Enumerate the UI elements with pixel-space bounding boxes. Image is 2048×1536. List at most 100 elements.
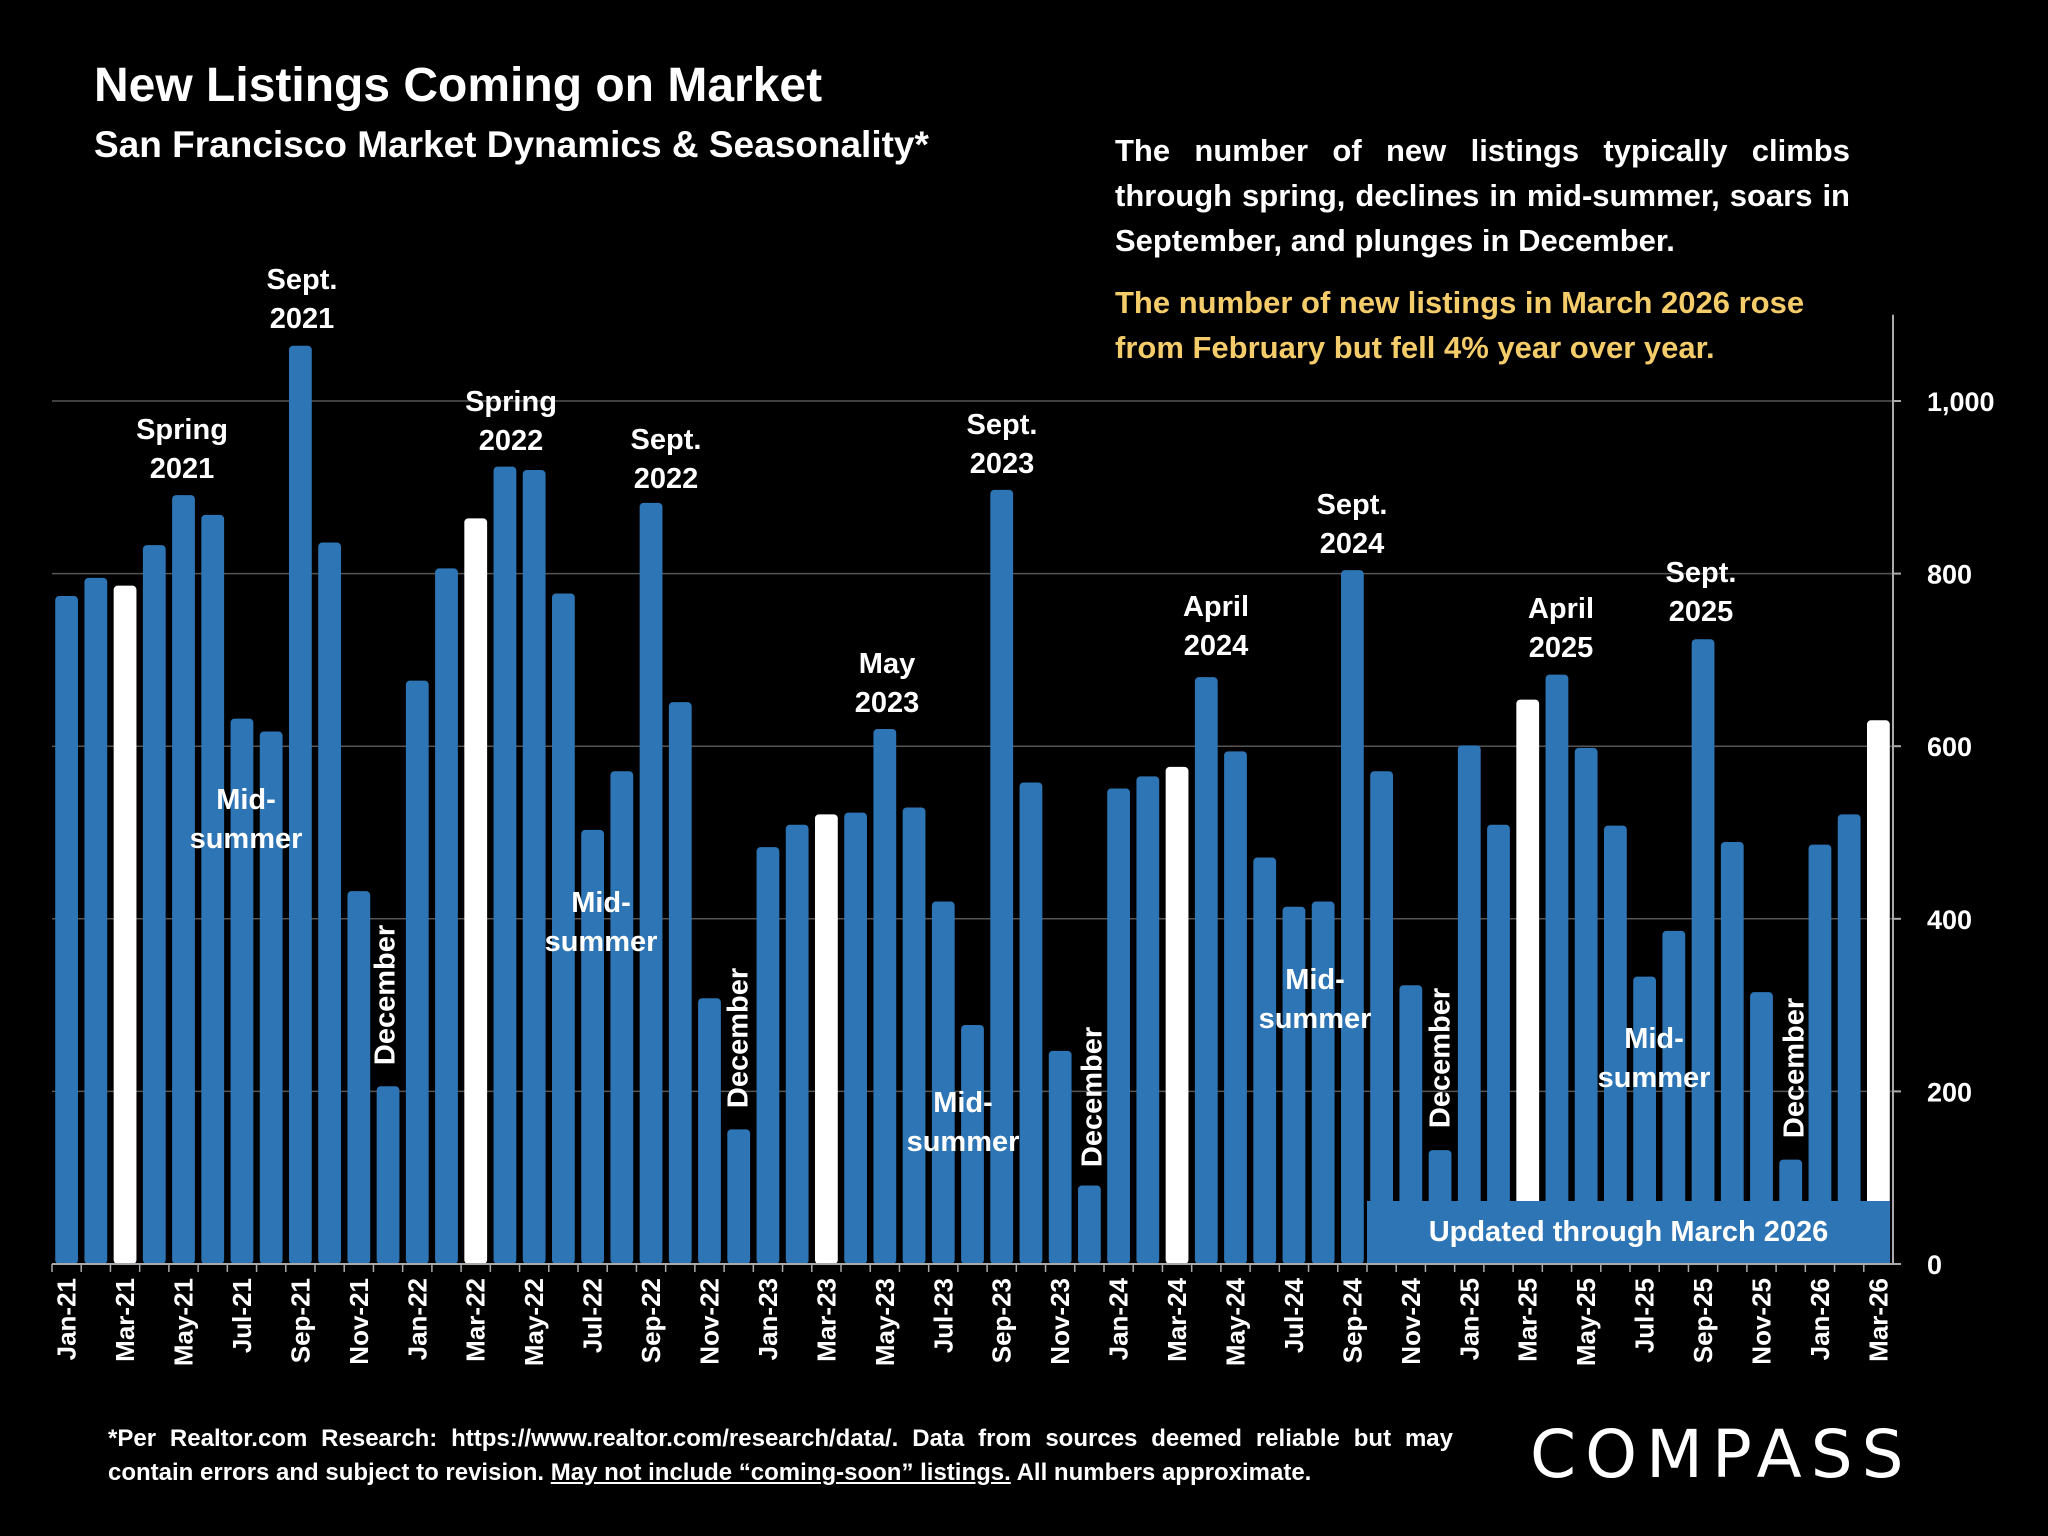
bar-Sep-24 xyxy=(1340,570,1364,1264)
annotation-line: 2024 xyxy=(1319,528,1385,560)
annotation-line: summer xyxy=(906,1126,1020,1158)
x-tick-label: Jan-26 xyxy=(1805,1278,1835,1360)
annotation-label: April 2025 xyxy=(1528,590,1594,668)
annotation-line: Spring xyxy=(136,414,228,446)
x-tick-label: Mar-24 xyxy=(1162,1277,1192,1361)
bar-Feb-22 xyxy=(435,568,458,1264)
y-tick-label: 800 xyxy=(1927,560,1972,590)
annotation-line: December xyxy=(722,967,755,1109)
bar-Aug-23 xyxy=(961,1024,984,1264)
bar-Apr-23 xyxy=(844,812,868,1264)
bar-May-22 xyxy=(522,470,546,1264)
annotation-label: April 2024 xyxy=(1183,588,1249,666)
bar-Jul-23 xyxy=(931,901,955,1264)
bar-May-23 xyxy=(873,728,897,1264)
bar-Nov-24 xyxy=(1399,985,1423,1264)
y-tick-label: 0 xyxy=(1927,1250,1942,1280)
annotation-label: Mid-summer xyxy=(1259,961,1372,1039)
bar-Jul-21 xyxy=(230,718,254,1264)
x-tick-label: Nov-21 xyxy=(344,1278,374,1365)
annotation-line: Mid- xyxy=(933,1087,993,1119)
x-tick-label: Sep-23 xyxy=(987,1278,1017,1363)
bar-Dec-21 xyxy=(376,1086,400,1264)
bar-Jun-21 xyxy=(201,514,225,1264)
bar-Mar-25 xyxy=(1516,699,1540,1264)
bar-Apr-22 xyxy=(493,466,517,1264)
bar-Feb-26 xyxy=(1837,814,1861,1264)
x-tick-label: Jan-23 xyxy=(753,1278,783,1360)
x-tick-label: Sep-24 xyxy=(1337,1277,1367,1363)
y-tick-label: 400 xyxy=(1927,905,1972,935)
bar-Sep-21 xyxy=(288,345,312,1264)
bar-Mar-22 xyxy=(464,518,488,1264)
annotation-line: 2023 xyxy=(969,448,1035,480)
annotation-label: Mid-summer xyxy=(1598,1020,1711,1098)
y-tick-label: 600 xyxy=(1927,732,1972,762)
highlight-text: The number of new listings in March 2026… xyxy=(1115,285,1805,365)
bar-Oct-25 xyxy=(1720,841,1744,1264)
bar-Oct-22 xyxy=(668,702,692,1264)
bar-Aug-25 xyxy=(1662,930,1686,1264)
chart-subtitle: San Francisco Market Dynamics & Seasonal… xyxy=(94,124,929,165)
x-tick-label: May-23 xyxy=(870,1278,900,1366)
annotation-label: Sept. 2024 xyxy=(1317,486,1388,564)
bar-Mar-21 xyxy=(113,585,137,1264)
bar-Feb-21 xyxy=(84,577,108,1264)
x-tick-label: May-21 xyxy=(169,1278,199,1366)
annotation-line: summer xyxy=(1597,1062,1711,1094)
annotation-label: Sept. 2023 xyxy=(967,406,1038,484)
annotation-line: summer xyxy=(544,926,658,958)
bar-Jan-24 xyxy=(1107,788,1131,1264)
bar-Jan-25 xyxy=(1457,745,1481,1264)
x-tick-label: Jul-22 xyxy=(578,1278,608,1353)
annotation-label: Sept. 2025 xyxy=(1666,554,1737,632)
annotation-label: Sept. 2022 xyxy=(631,421,702,499)
bar-Nov-22 xyxy=(698,998,721,1264)
annotation-line: Sept. xyxy=(1316,489,1388,521)
bar-Aug-24 xyxy=(1311,901,1335,1264)
bar-Jan-22 xyxy=(405,680,429,1264)
annotation-label: December xyxy=(1077,1027,1110,1167)
x-tick-label: Sep-25 xyxy=(1688,1278,1718,1363)
annotation-line: Sept. xyxy=(266,264,338,296)
footnote-tail: All numbers approximate. xyxy=(1010,1459,1312,1486)
bar-Mar-26 xyxy=(1866,720,1890,1264)
bar-Nov-21 xyxy=(347,891,371,1264)
annotation-label: Mid-summer xyxy=(545,884,658,962)
x-tick-label: Jan-25 xyxy=(1454,1278,1484,1360)
annotation-line: December xyxy=(1076,1026,1109,1168)
bar-Feb-24 xyxy=(1136,776,1160,1264)
description-text: The number of new listings typically cli… xyxy=(1115,133,1850,258)
footnote-underlined: May not include “coming-soon” listings. xyxy=(550,1459,1011,1486)
y-tick-label: 200 xyxy=(1927,1077,1972,1107)
bar-Oct-21 xyxy=(318,542,342,1264)
x-tick-label: May-22 xyxy=(519,1278,549,1366)
annotation-line: Sept. xyxy=(630,424,702,456)
x-tick-label: Sep-21 xyxy=(285,1278,315,1363)
annotation-line: December xyxy=(1424,987,1457,1129)
bar-Sep-22 xyxy=(639,502,663,1265)
annotation-line: April xyxy=(1182,591,1250,623)
annotation-line: December xyxy=(1778,997,1811,1139)
x-tick-label: May-25 xyxy=(1571,1278,1601,1366)
chart-title: New Listings Coming on Market xyxy=(94,59,823,112)
bar-Jan-23 xyxy=(756,847,780,1264)
bar-Mar-24 xyxy=(1165,766,1189,1264)
y-tick-label: 1,000 xyxy=(1927,387,1995,417)
x-tick-label: Mar-25 xyxy=(1513,1278,1543,1362)
annotation-line: 2021 xyxy=(149,453,215,485)
x-tick-label: Nov-22 xyxy=(695,1278,725,1365)
bar-May-24 xyxy=(1224,751,1247,1264)
x-tick-label: Mar-21 xyxy=(110,1278,140,1362)
compass-logo: COMPASS xyxy=(1530,1416,1913,1493)
annotation-label: December xyxy=(1425,988,1458,1128)
annotation-line: May xyxy=(858,648,916,680)
annotation-label: Spring 2022 xyxy=(465,383,557,461)
bar-Apr-25 xyxy=(1545,674,1569,1264)
bar-Jan-21 xyxy=(55,596,79,1264)
annotation-line: summer xyxy=(1258,1003,1372,1035)
annotation-line: Spring xyxy=(465,386,557,418)
annotation-line: Mid- xyxy=(1285,964,1345,996)
bar-Oct-23 xyxy=(1019,782,1043,1264)
bar-May-25 xyxy=(1574,747,1598,1264)
